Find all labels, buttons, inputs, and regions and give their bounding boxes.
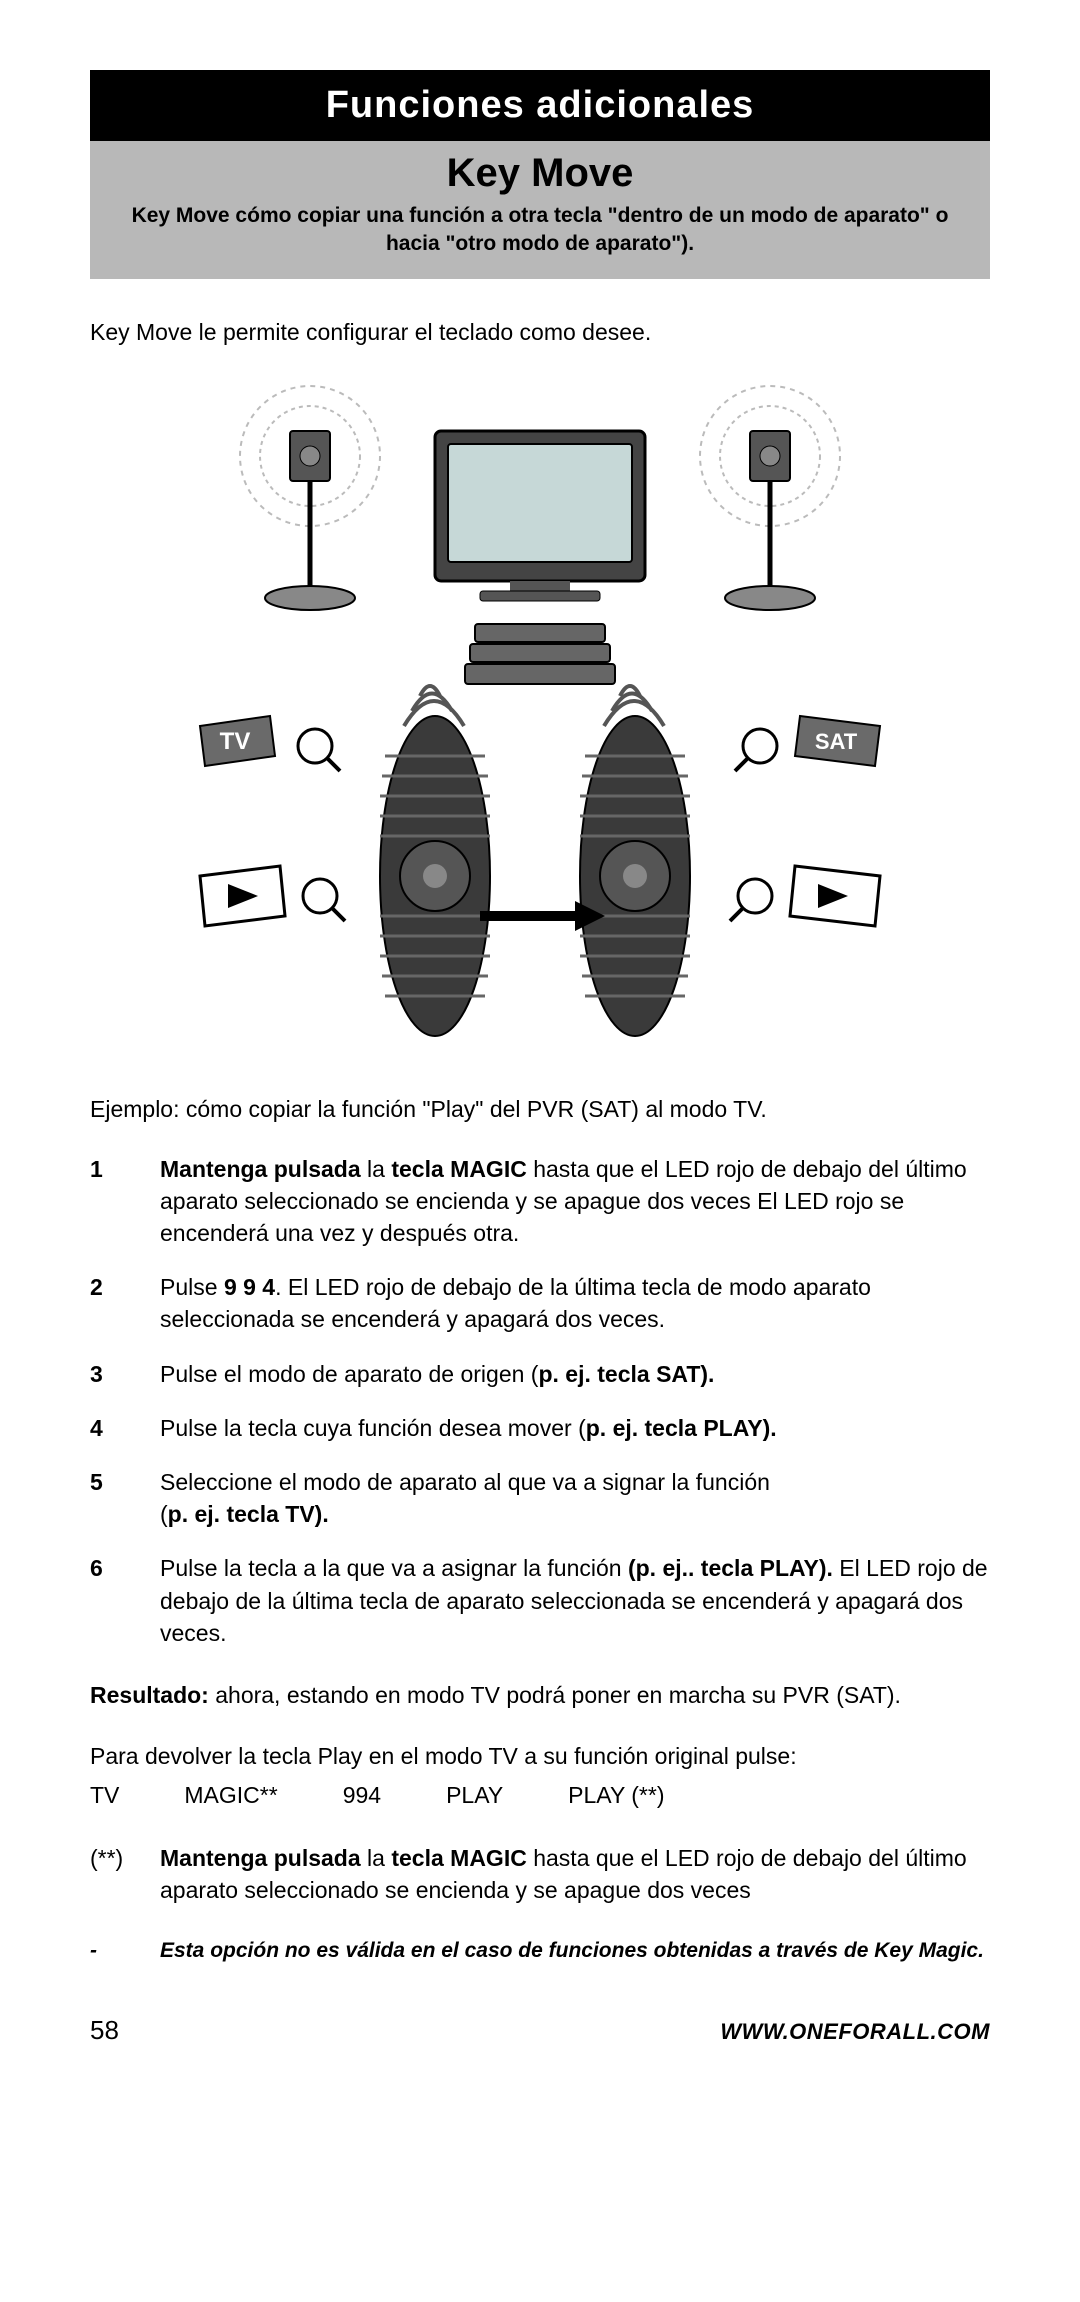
step-text: Pulse 9 9 4. El LED rojo de debajo de la…: [160, 1271, 990, 1335]
section-intro-box: Key Move Key Move cómo copiar una funció…: [90, 141, 990, 279]
step-text: Pulse el modo de aparato de origen (p. e…: [160, 1358, 990, 1390]
restore-seq-item: TV: [90, 1778, 119, 1813]
step-text: Seleccione el modo de aparato al que va …: [160, 1466, 990, 1530]
step-text: Pulse la tecla a la que va a asignar la …: [160, 1552, 990, 1649]
section-header-band: Funciones adicionales: [90, 70, 990, 141]
step-row: 2Pulse 9 9 4. El LED rojo de debajo de l…: [90, 1271, 990, 1335]
restore-seq-item: 994: [343, 1778, 381, 1813]
tv-label-icon: TV: [200, 716, 340, 771]
restore-seq-item: PLAY: [446, 1778, 503, 1813]
steps-list: 1Mantenga pulsada la tecla MAGIC hasta q…: [90, 1153, 990, 1649]
website-url: WWW.ONEFORALL.COM: [720, 2019, 990, 2045]
step-number: 5: [90, 1466, 160, 1530]
device-stack-icon: [465, 624, 615, 684]
sat-label-icon: SAT: [735, 716, 880, 771]
speaker-left-icon: [240, 386, 380, 610]
remote-right-icon: [580, 716, 690, 1036]
step-row: 4Pulse la tecla cuya función desea mover…: [90, 1412, 990, 1444]
step-row: 1Mantenga pulsada la tecla MAGIC hasta q…: [90, 1153, 990, 1250]
svg-text:SAT: SAT: [815, 729, 858, 754]
step-text: Mantenga pulsada la tecla MAGIC hasta qu…: [160, 1153, 990, 1250]
result-text: Resultado: ahora, estando en modo TV pod…: [90, 1679, 990, 1711]
step-row: 3Pulse el modo de aparato de origen (p. …: [90, 1358, 990, 1390]
play-label-right-icon: [730, 866, 880, 926]
step-row: 6Pulse la tecla a la que va a asignar la…: [90, 1552, 990, 1649]
speaker-right-icon: [700, 386, 840, 610]
remote-left-icon: [380, 716, 490, 1036]
page-number: 58: [90, 2015, 119, 2046]
step-number: 3: [90, 1358, 160, 1390]
tv-icon: [435, 431, 645, 601]
step-number: 6: [90, 1552, 160, 1649]
step-number: 2: [90, 1271, 160, 1335]
example-text: Ejemplo: cómo copiar la función "Play" d…: [90, 1096, 990, 1123]
section-subtitle: Key Move cómo copiar una función a otra …: [120, 202, 960, 259]
section-title: Key Move: [120, 151, 960, 196]
restore-seq-item: MAGIC**: [184, 1778, 277, 1813]
step-number: 4: [90, 1412, 160, 1444]
intro-text: Key Move le permite configurar el teclad…: [90, 319, 990, 346]
disclaimer-text: - Esta opción no es válida en el caso de…: [90, 1937, 990, 1965]
step-number: 1: [90, 1153, 160, 1250]
footnote: (**) Mantenga pulsada la tecla MAGIC has…: [90, 1842, 990, 1906]
step-row: 5Seleccione el modo de aparato al que va…: [90, 1466, 990, 1530]
restore-seq-item: PLAY (**): [568, 1778, 664, 1813]
restore-instructions: Para devolver la tecla Play en el modo T…: [90, 1739, 990, 1812]
page-footer: 58 WWW.ONEFORALL.COM: [90, 2015, 990, 2046]
svg-text:TV: TV: [220, 728, 251, 755]
play-label-left-icon: [200, 866, 345, 926]
step-text: Pulse la tecla cuya función desea mover …: [160, 1412, 990, 1444]
key-move-illustration: TV SAT: [180, 376, 900, 1056]
